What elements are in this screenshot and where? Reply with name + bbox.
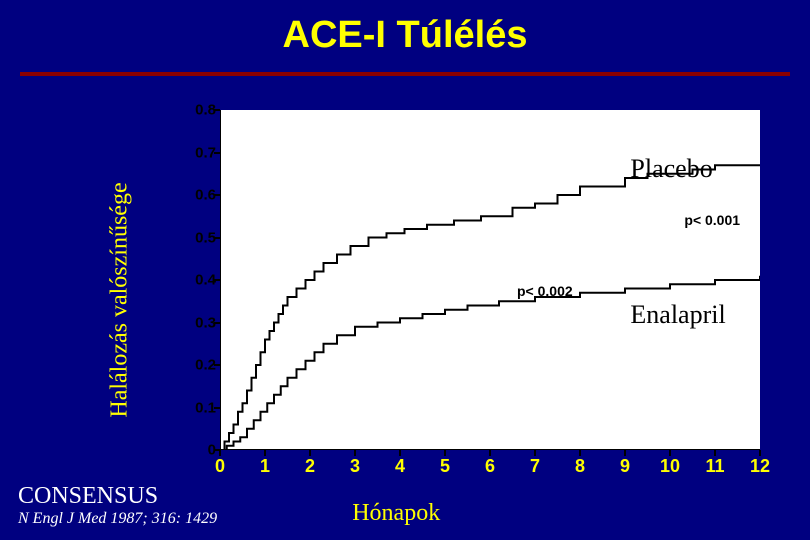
y-tick-mark [214,109,220,111]
x-tick-label: 6 [485,456,495,477]
annotation-pvalue-0: p< 0.001 [684,212,740,228]
y-tick-label: 0.6 [182,187,216,204]
x-tick-label: 4 [395,456,405,477]
y-tick-label: 0 [182,442,216,459]
study-name: CONSENSUS [18,483,217,510]
annotation-pvalue-1: p< 0.002 [517,283,573,299]
y-tick-label: 0.5 [182,229,216,246]
slide-title: ACE-I Túlélés [0,0,810,57]
y-tick-label: 0.3 [182,314,216,331]
y-tick-label: 0.8 [182,102,216,119]
x-tick-label: 0 [215,456,225,477]
y-tick-mark [214,407,220,409]
y-tick-label: 0.1 [182,399,216,416]
title-underline [20,72,790,76]
y-tick-mark [214,279,220,281]
series-label-enalapril: Enalapril [630,300,725,330]
series-label-placebo: Placebo [630,154,712,184]
y-tick-mark [214,237,220,239]
x-tick-label: 1 [260,456,270,477]
y-tick-label: 0.4 [182,272,216,289]
x-tick-label: 9 [620,456,630,477]
y-tick-mark [214,364,220,366]
study-reference: N Engl J Med 1987; 316: 1429 [18,510,217,528]
x-tick-label: 8 [575,456,585,477]
y-tick-mark [214,194,220,196]
x-tick-label: 7 [530,456,540,477]
source-citation: CONSENSUS N Engl J Med 1987; 316: 1429 [18,483,217,528]
y-tick-mark [214,322,220,324]
x-tick-label: 2 [305,456,315,477]
x-tick-label: 3 [350,456,360,477]
x-tick-label: 12 [750,456,770,477]
y-tick-label: 0.7 [182,144,216,161]
y-axis-label: Halálozás valószínűsége [107,182,134,417]
x-tick-label: 10 [660,456,680,477]
x-axis-label: Hónapok [352,500,440,527]
x-tick-label: 5 [440,456,450,477]
slide-root: ACE-I Túlélés Halálozás valószínűsége 00… [0,0,810,540]
y-tick-label: 0.2 [182,357,216,374]
y-tick-mark [214,152,220,154]
x-tick-label: 11 [705,456,724,477]
chart: 00.10.20.30.40.50.60.70.8012345678910111… [180,110,760,480]
